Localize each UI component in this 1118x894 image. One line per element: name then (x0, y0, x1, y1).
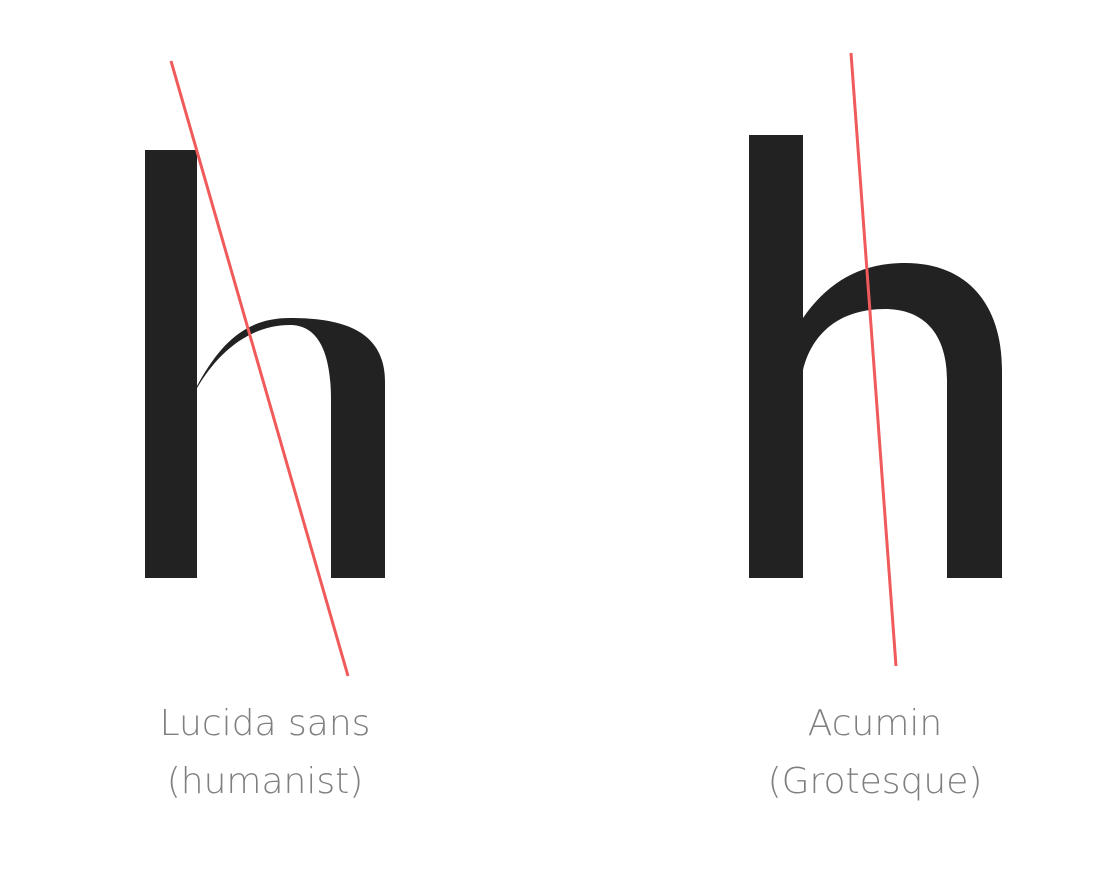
font-name-label: Lucida sans (159, 703, 371, 744)
specimen-grotesque (749, 52, 1002, 667)
specimen-humanist (145, 60, 385, 677)
glyph-h-humanist (145, 150, 385, 578)
caption-grotesque: Acumin (Grotesque) (725, 695, 1025, 811)
stress-axis-line-humanist (169, 60, 350, 677)
stress-axis-line-grotesque (849, 52, 898, 667)
caption-humanist: Lucida sans (humanist) (115, 695, 415, 811)
glyph-h-grotesque (749, 135, 1002, 578)
classification-label: (Grotesque) (767, 761, 983, 802)
font-name-label: Acumin (807, 703, 943, 744)
classification-label: (humanist) (166, 761, 364, 802)
